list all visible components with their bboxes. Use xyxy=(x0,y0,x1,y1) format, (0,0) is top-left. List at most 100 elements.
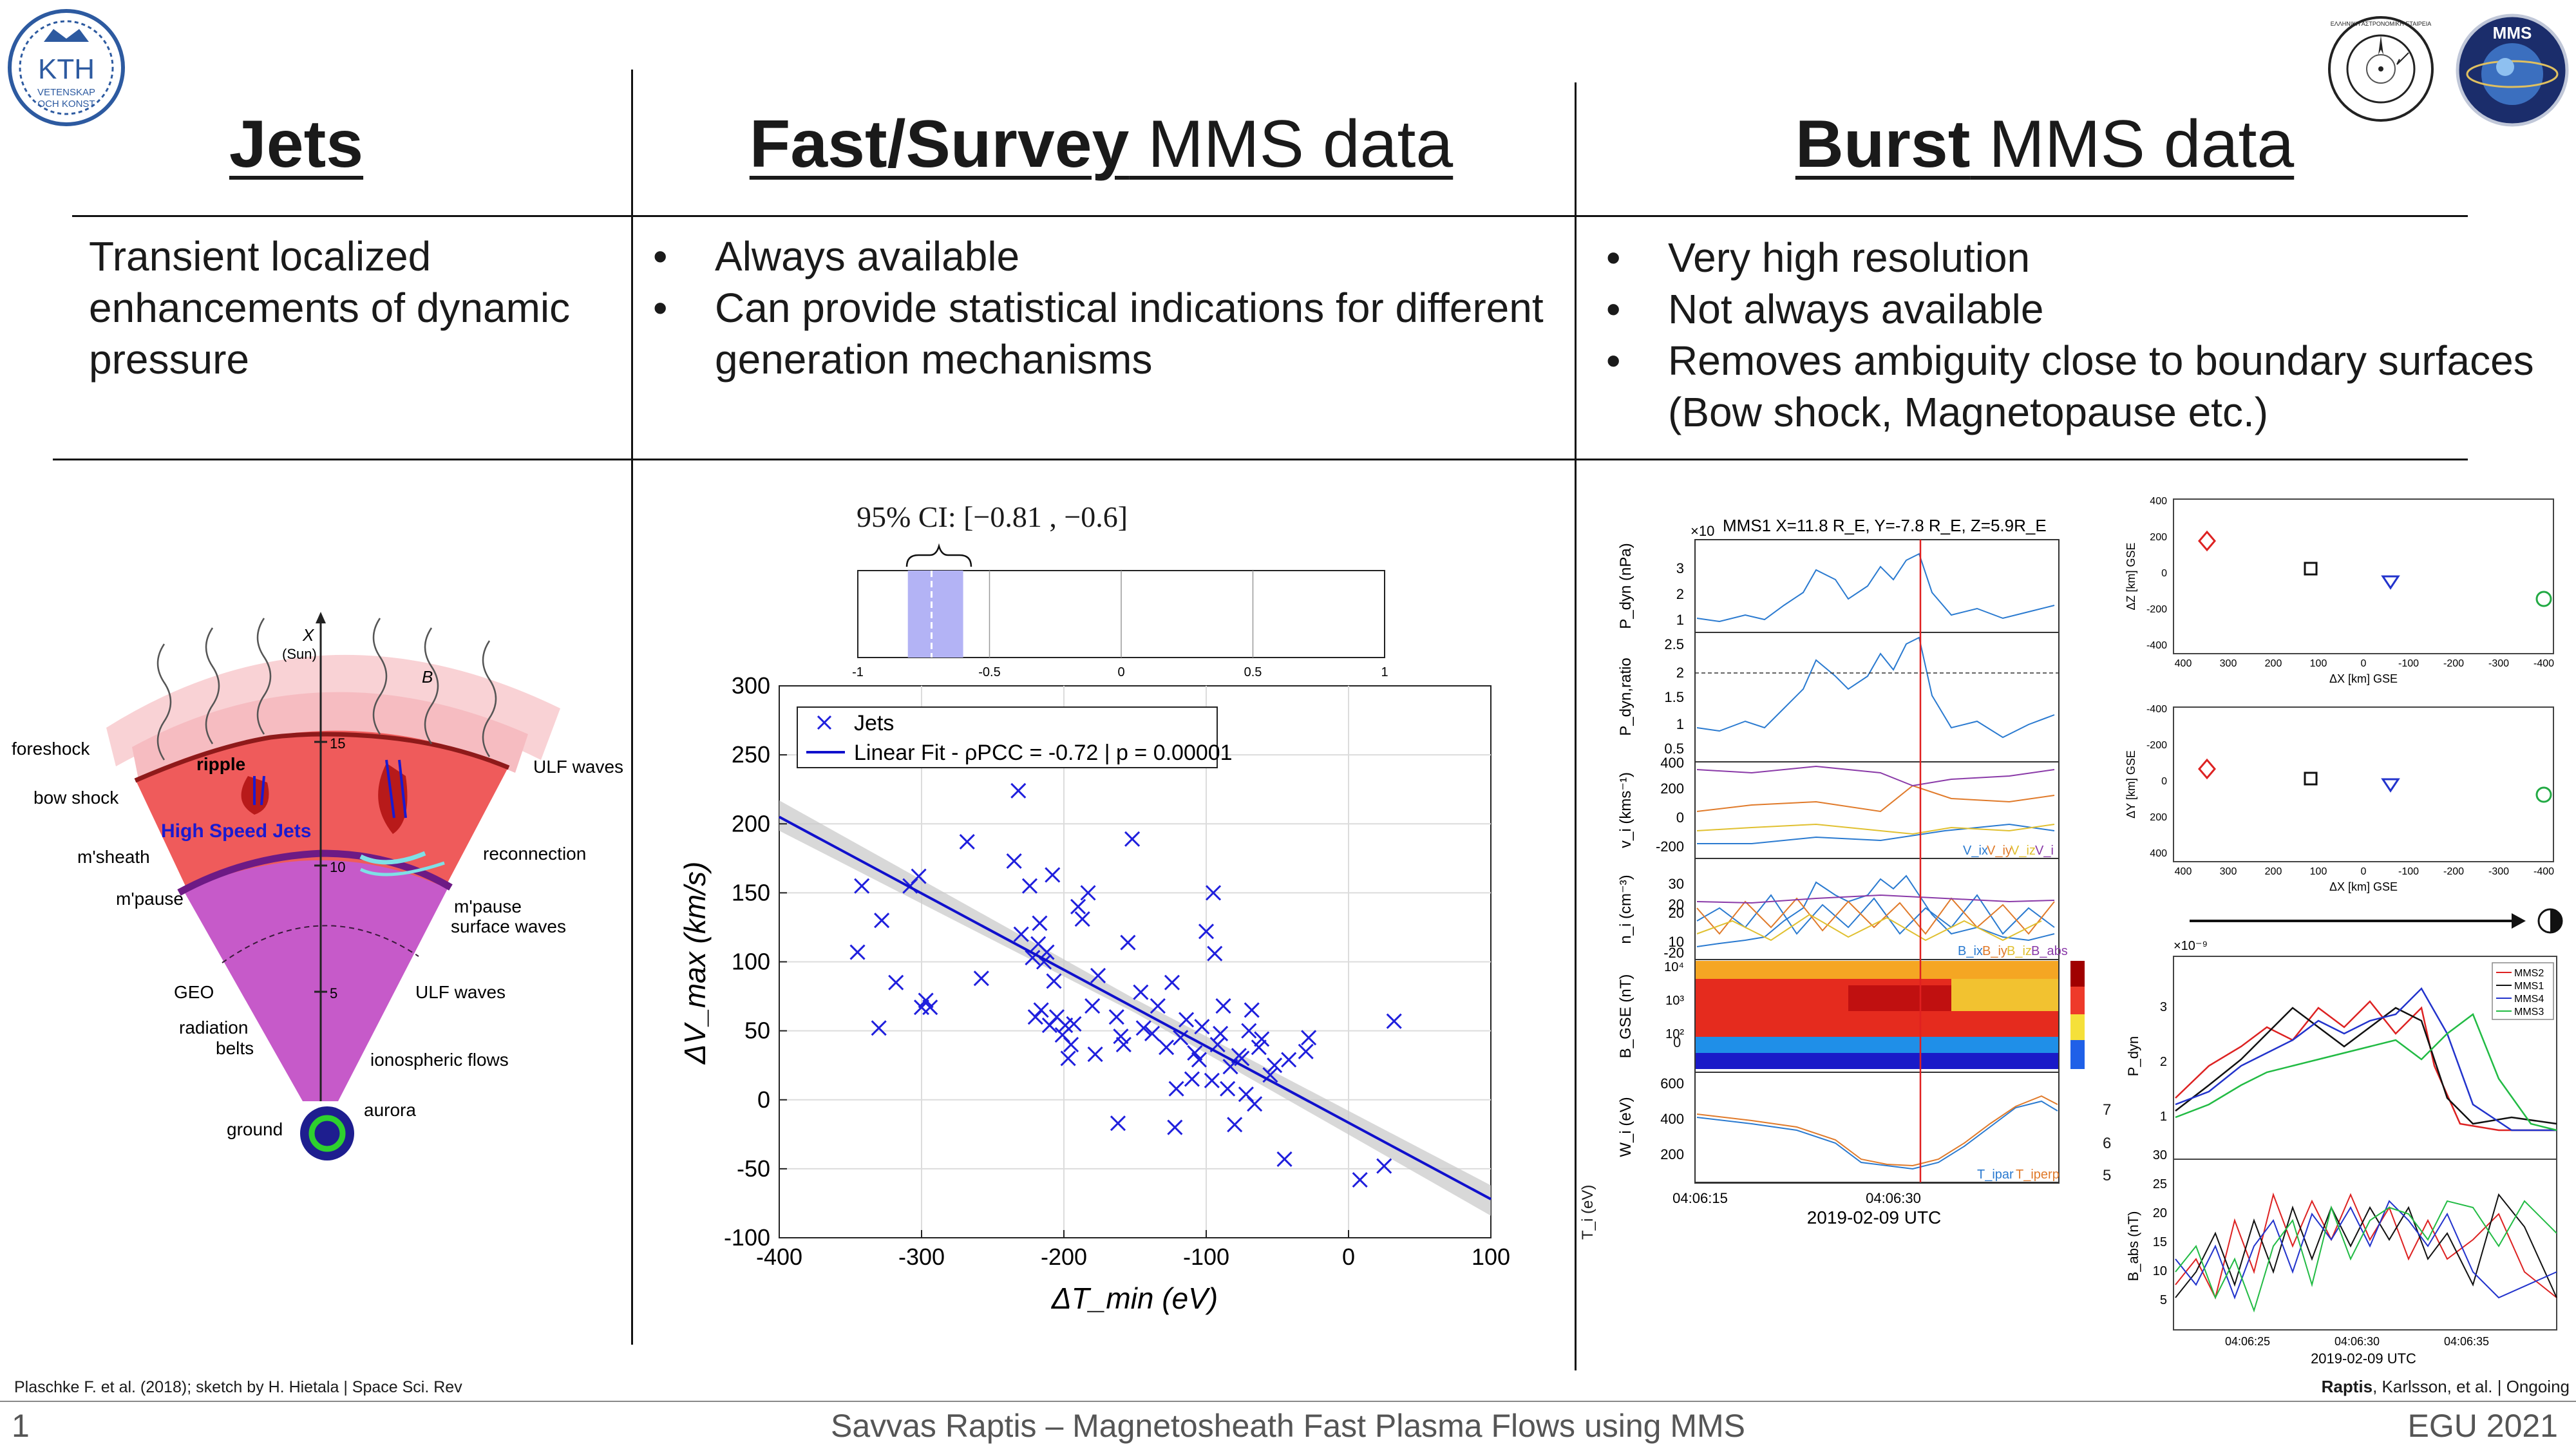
mms-logo: MMS xyxy=(2455,13,2570,128)
footer-credit-rest: , Karlsson, et al. | Ongoing xyxy=(2372,1377,2570,1396)
colorbar-tick-7: 7 xyxy=(2103,1101,2112,1119)
kth-logo: KTH VETENSKAP OCH KONST xyxy=(5,6,128,129)
t-legend-perp: T_iperp xyxy=(2016,1168,2060,1182)
jet-point xyxy=(1178,1012,1195,1028)
fast-title-bold: Fast/Survey xyxy=(749,107,1130,182)
label-radiation-2: belts xyxy=(216,1038,254,1058)
jet-point xyxy=(1204,1072,1220,1088)
y-tick-label: -100 xyxy=(724,1224,770,1251)
jet-point xyxy=(1215,998,1231,1014)
burst-exponent: ×10 xyxy=(1690,523,1714,539)
b-tick-zero: 0 xyxy=(1673,1034,1681,1050)
legend-mms3: MMS3 xyxy=(2514,1007,2544,1018)
sep-top-ytick-4: -400 xyxy=(2146,640,2167,651)
burst-title-bold: Burst xyxy=(1795,107,1971,182)
axis-b-label: B xyxy=(422,667,433,687)
footer-credit-bold: Raptis xyxy=(2321,1377,2373,1396)
mms4-marker-xz xyxy=(2381,575,2400,590)
jet-point xyxy=(1376,1158,1392,1174)
multi-time-1: 04:06:25 xyxy=(2225,1335,2270,1348)
ci-tick-label: -0.5 xyxy=(978,665,1000,679)
footer-credit: Raptis, Karlsson, et al. | Ongoing xyxy=(2322,1377,2570,1397)
x-tick-label: -400 xyxy=(756,1244,802,1270)
jet-point xyxy=(1241,1023,1257,1039)
y-tick-label: 150 xyxy=(732,879,770,905)
mms1-marker-xz xyxy=(2304,562,2318,576)
mms2-marker-xz xyxy=(2198,530,2216,552)
y-tick-label: 100 xyxy=(732,949,770,975)
t-tick-600: 600 xyxy=(1660,1075,1684,1092)
y-tick-label: 300 xyxy=(732,672,770,699)
v-line xyxy=(1696,765,2055,787)
jet-point xyxy=(922,999,938,1016)
burst-bullet-2: Not always available xyxy=(1589,283,2543,335)
magnetopause-line xyxy=(177,849,453,896)
sep-x-tick-label: -400 xyxy=(2533,866,2554,877)
w-tick-2: 10² xyxy=(1665,1027,1684,1041)
magnetosheath-region xyxy=(135,730,509,889)
burst-title-rest: MMS data xyxy=(1970,107,2295,182)
multi-time-3: 04:06:35 xyxy=(2444,1335,2489,1348)
chart-legend xyxy=(797,706,1218,768)
sep-top-ylabel: ΔZ [km] GSE xyxy=(2125,542,2137,610)
transition-arrow xyxy=(2190,907,2570,935)
label-reconnection: reconnection xyxy=(483,844,586,864)
burst-timeseries: ×10 MMS1 X=11.8 R_E, Y=-7.8 R_E, Z=5.9R_… xyxy=(1591,509,2087,1359)
jet-point xyxy=(1013,926,1029,942)
burst-date-label: 2019-02-09 UTC xyxy=(1807,1208,1942,1227)
b-line-abs xyxy=(1696,894,2055,904)
jet-point xyxy=(1033,1002,1049,1018)
tick-10: 10 xyxy=(330,859,345,875)
t-legend-par: T_ipar xyxy=(1977,1168,2014,1182)
pdyn-mms2 xyxy=(2175,1000,2557,1132)
jet-point xyxy=(1298,1043,1314,1059)
jet-point xyxy=(1135,1020,1151,1036)
sketch-citation: Plaschke F. et al. (2018); sketch by H. … xyxy=(14,1378,462,1396)
jets-title: Jets xyxy=(193,106,399,183)
jet-point xyxy=(1084,998,1101,1014)
pdyn-tick-2: 2 xyxy=(1676,586,1684,602)
label-radiation-1: radiation xyxy=(179,1018,248,1037)
jet-point xyxy=(1021,878,1038,894)
label-msheath: m'sheath xyxy=(77,847,150,867)
society-logo-text: ΕΛΛΗΝΙΚΗ ΑΣΤΡΟΝΟΜΙΚΗ ΕΤΑΙΡΕΙΑ xyxy=(2331,21,2431,27)
n-line xyxy=(1696,875,2055,947)
sep-mid-ytick-3: 200 xyxy=(2150,812,2167,823)
jet-point xyxy=(1159,1039,1175,1056)
sep-x-tick-label: -200 xyxy=(2443,658,2464,669)
earth xyxy=(300,1106,354,1160)
jet-point xyxy=(1244,1002,1260,1018)
scatter-xlabel: ΔT_min (eV) xyxy=(1051,1282,1218,1315)
jet-point xyxy=(1133,984,1149,1000)
axis-x-label: X xyxy=(302,625,315,645)
jet-point xyxy=(1267,1057,1283,1074)
ratio-tick-2: 2 xyxy=(1676,665,1684,681)
fast-bullet-1: Always available xyxy=(636,231,1564,282)
v-tick-0: 0 xyxy=(1676,810,1684,826)
sep-x-tick-label: 400 xyxy=(2175,658,2192,669)
pdyn-line xyxy=(1696,553,2055,623)
multi-date-label: 2019-02-09 UTC xyxy=(2311,1350,2416,1367)
legend-mms2: MMS2 xyxy=(2514,968,2544,979)
sep-x-tick-label: 200 xyxy=(2265,866,2282,877)
b-line-2 xyxy=(1696,897,2055,935)
v-tick-400: 400 xyxy=(1660,755,1684,771)
multi-pdyn-label: P_dyn xyxy=(2125,1036,2141,1076)
t-tick-200: 200 xyxy=(1660,1146,1684,1162)
babs-mms4 xyxy=(2175,1200,2557,1300)
ylabel-w: W_i (eV) xyxy=(1617,1097,1634,1157)
v-legend-z: V_iz xyxy=(2011,844,2036,858)
pdyn-tick-1: 1 xyxy=(1676,612,1684,628)
fast-bullets: Always available Can provide statistical… xyxy=(636,231,1564,385)
sep-mid-ytick-2: 0 xyxy=(2161,776,2167,787)
jet-point xyxy=(874,913,890,929)
ylabel-b: B_GSE (nT) xyxy=(1617,974,1634,1059)
sep-mid-ytick-1: -200 xyxy=(2146,740,2167,751)
jet-point xyxy=(1191,1052,1208,1068)
jet-point xyxy=(1251,1039,1267,1056)
multi-babs-tick-20: 20 xyxy=(2153,1206,2167,1220)
sep-x-tick-label: 200 xyxy=(2265,658,2282,669)
label-foreshock: foreshock xyxy=(12,739,90,759)
y-tick-label: -50 xyxy=(737,1155,770,1182)
jet-point xyxy=(1115,1036,1132,1053)
